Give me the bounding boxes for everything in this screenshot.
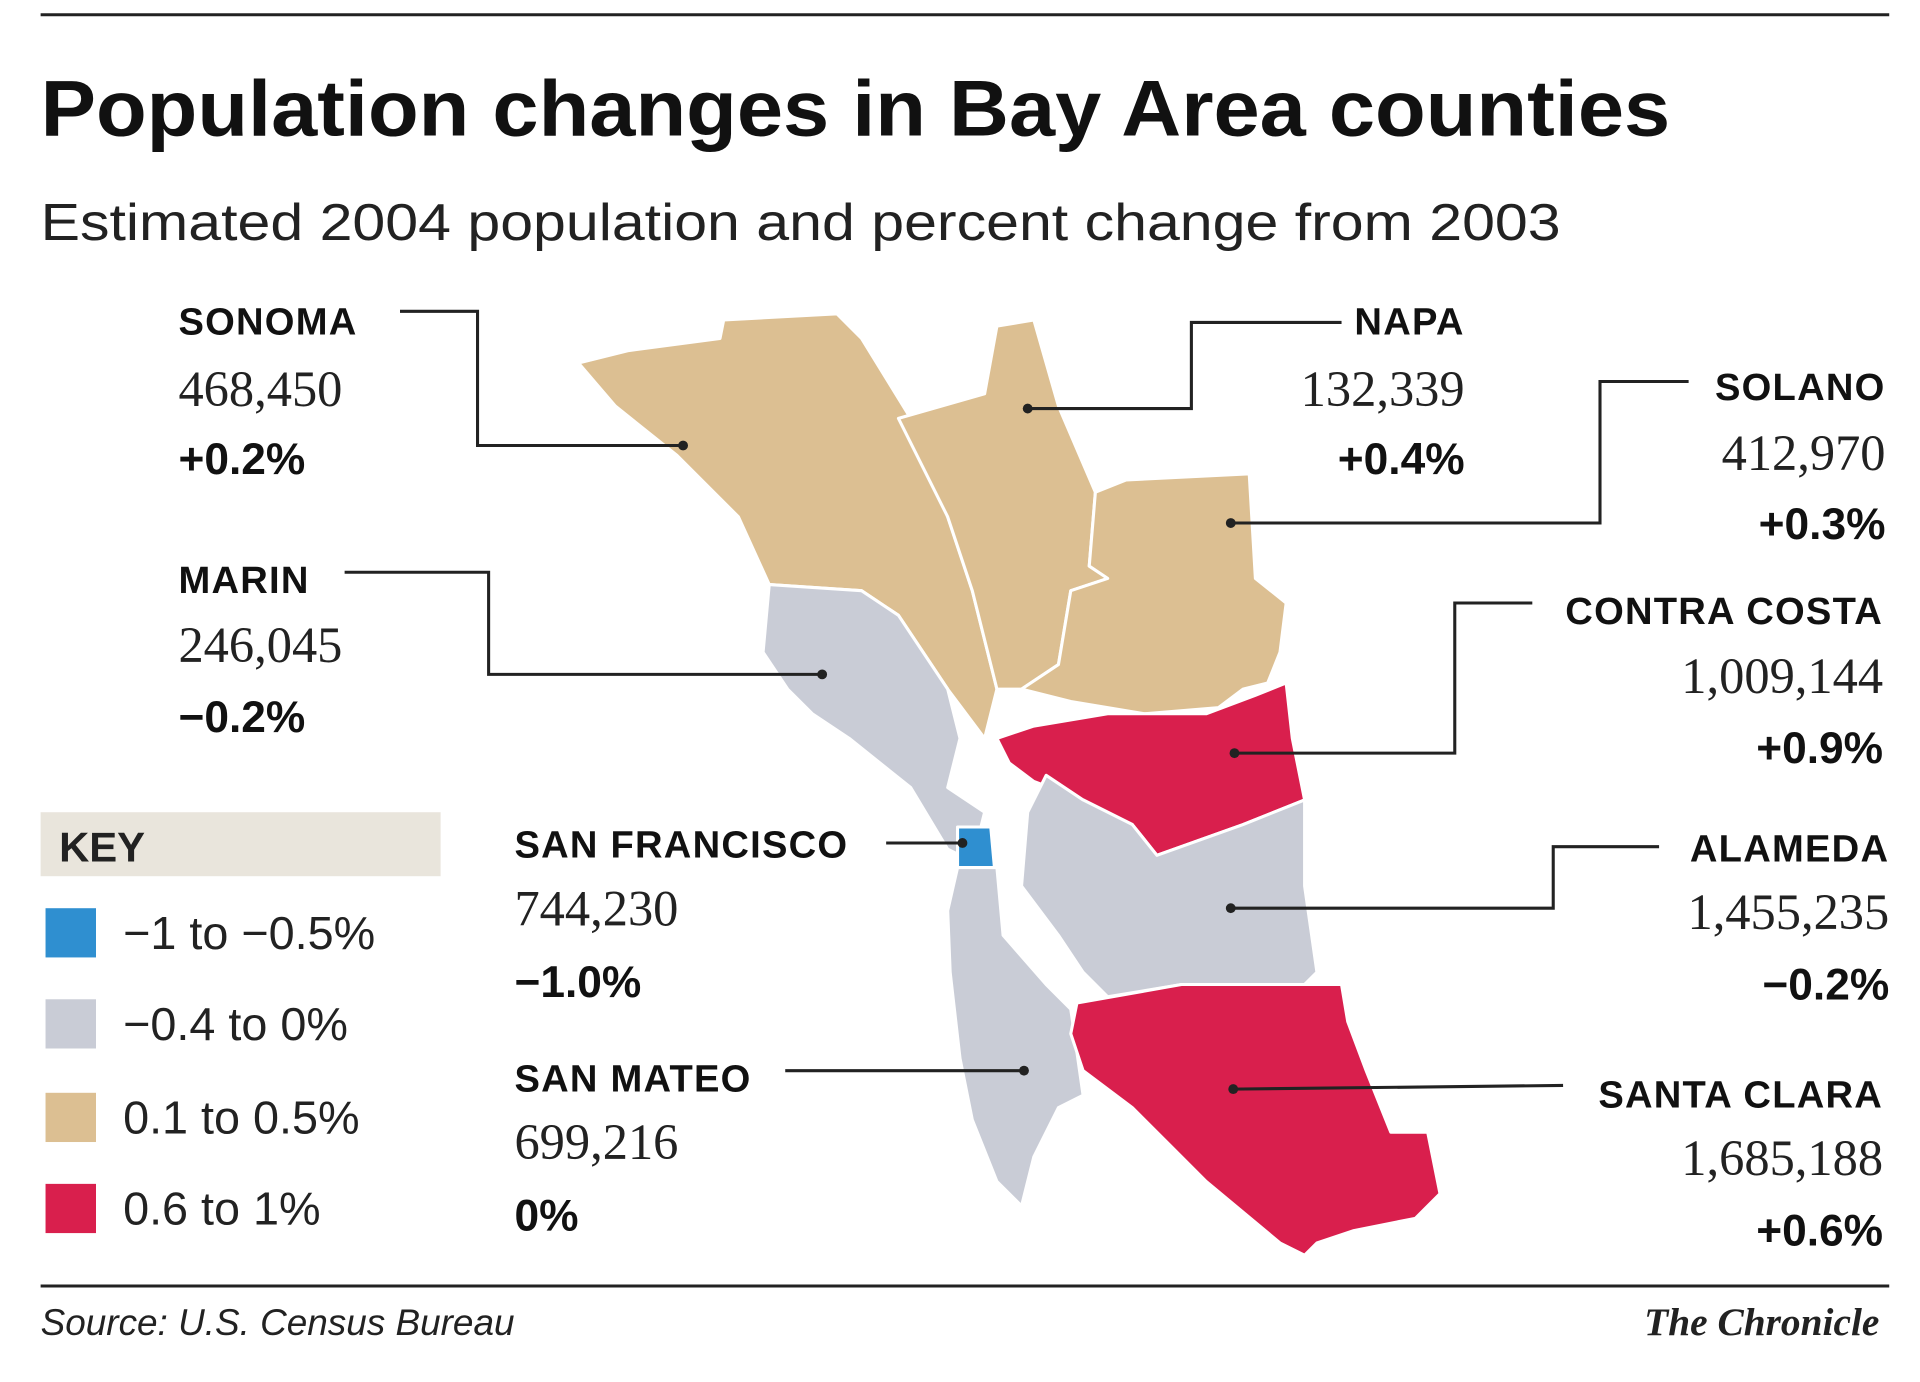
label-name-san-francisco: SAN FRANCISCO [514, 824, 848, 867]
label-population-contra-costa: 1,009,144 [1681, 648, 1883, 704]
label-population-san-francisco: 744,230 [514, 880, 678, 936]
leader-dot-san-mateo [1019, 1065, 1029, 1076]
label-change-sonoma: +0.2% [178, 435, 305, 484]
legend-swatch-tan [45, 1092, 96, 1143]
county-map [576, 312, 1442, 1257]
legend-title: KEY [59, 823, 145, 870]
label-name-solano: SOLANO [1715, 366, 1886, 409]
label-population-solano: 412,970 [1722, 425, 1886, 481]
label-change-solano: +0.3% [1759, 500, 1886, 549]
label-name-santa-clara: SANTA CLARA [1598, 1074, 1883, 1117]
leader-marin [344, 570, 823, 676]
chart-subtitle: Estimated 2004 population and percent ch… [41, 193, 1561, 251]
label-name-san-mateo: SAN MATEO [514, 1058, 751, 1101]
leader-dot-napa [1022, 403, 1033, 414]
credit: The Chronicle [1644, 1300, 1879, 1344]
legend-swatch-blue [45, 908, 96, 958]
leader-sonoma [400, 309, 684, 448]
label-population-sonoma: 468,450 [178, 361, 342, 417]
label-name-marin: MARIN [178, 559, 309, 602]
county-santa-clara [1069, 982, 1442, 1257]
leader-dot-san-francisco [957, 838, 968, 848]
label-name-napa: NAPA [1354, 301, 1464, 344]
legend-label: 0.6 to 1% [123, 1182, 321, 1234]
legend: KEY −1 to −0.5% −0.4 to 0% 0.1 to 0.5% 0.6 … [40, 812, 441, 1234]
leader-contra-costa [1234, 601, 1533, 755]
chart-title: Population changes in Bay Area counties [41, 64, 1671, 152]
county-san-mateo [946, 866, 1085, 1208]
legend-label: −1 to −0.5% [123, 907, 375, 959]
label-change-alameda: −0.2% [1762, 960, 1889, 1009]
county-labels: SONOMA 468,450 +0.2% NAPA 132,339 +0.4% SOLANO… [178, 301, 1889, 1256]
legend-label: 0.1 to 0.5% [123, 1091, 360, 1143]
label-population-napa: 132,339 [1301, 361, 1465, 417]
leader-dot-alameda [1225, 903, 1236, 914]
leader-dot-sonoma [678, 440, 688, 451]
label-population-santa-clara: 1,685,188 [1681, 1130, 1883, 1186]
legend-label: −0.4 to 0% [123, 998, 348, 1050]
leader-dot-marin [817, 669, 828, 680]
source-note: Source: U.S. Census Bureau [41, 1302, 515, 1343]
legend-swatch-red [45, 1183, 96, 1234]
leader-dot-contra-costa [1229, 748, 1240, 759]
label-change-napa: +0.4% [1338, 435, 1465, 484]
label-population-marin: 246,045 [178, 617, 342, 673]
label-name-sonoma: SONOMA [178, 301, 357, 344]
label-change-santa-clara: +0.6% [1756, 1206, 1883, 1255]
leader-napa [1027, 320, 1342, 411]
leader-santa-clara [1233, 1083, 1564, 1091]
label-population-alameda: 1,455,235 [1687, 884, 1889, 940]
label-change-marin: −0.2% [178, 693, 305, 742]
leader-solano [1230, 379, 1689, 525]
leader-dot-solano [1225, 518, 1236, 528]
leader-alameda [1230, 845, 1660, 910]
label-change-san-francisco: −1.0% [514, 958, 641, 1007]
label-name-alameda: ALAMEDA [1690, 827, 1889, 870]
label-population-san-mateo: 699,216 [514, 1114, 678, 1170]
legend-header-bg [40, 812, 441, 877]
label-change-contra-costa: +0.9% [1756, 724, 1883, 773]
leader-lines [344, 309, 1689, 1095]
legend-swatch-gray [45, 999, 96, 1049]
leader-dot-santa-clara [1228, 1084, 1239, 1095]
label-name-contra-costa: CONTRA COSTA [1565, 590, 1883, 633]
county-alameda [1020, 773, 1319, 999]
label-change-san-mateo: 0% [514, 1192, 578, 1241]
